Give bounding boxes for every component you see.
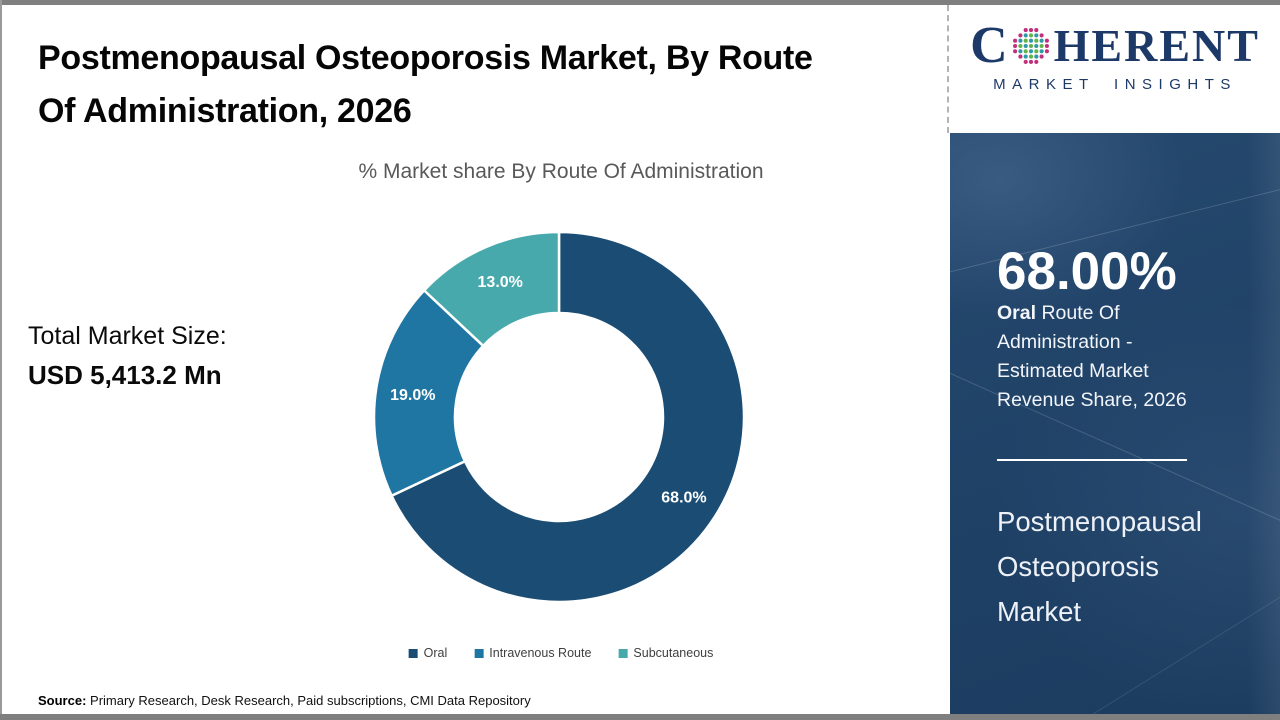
dashed-separator	[947, 5, 949, 133]
highlight-stat-value: 68.00%	[997, 242, 1177, 301]
highlight-stat-segment: Oral	[997, 302, 1037, 324]
total-market-size-label: Total Market Size:	[28, 322, 227, 350]
left-border-line	[0, 0, 2, 720]
source-note: Source: Primary Research, Desk Research,…	[38, 693, 531, 708]
globe-dot	[1017, 54, 1023, 59]
legend-marker	[474, 648, 484, 658]
globe-dot	[1012, 38, 1017, 43]
globe-dot	[1028, 28, 1033, 33]
page-title: Postmenopausal Osteoporosis Market, By R…	[38, 32, 938, 138]
globe-dot	[1012, 49, 1017, 54]
globe-dot	[1023, 33, 1028, 38]
globe-dot	[1023, 49, 1028, 54]
logo-tagline: MARKET INSIGHTS	[993, 76, 1237, 93]
globe-dot	[1023, 54, 1028, 59]
highlight-stat-description: Oral Route Of Administration - Estimated…	[997, 299, 1217, 415]
globe-dot	[1017, 33, 1023, 38]
globe-dot	[1028, 43, 1033, 49]
legend-label: Oral	[423, 646, 448, 660]
donut-chart: 68.0% 19.0% 13.0%	[372, 230, 746, 604]
globe-dot	[1044, 43, 1049, 49]
logo-letters-herent: HERENT	[1053, 20, 1260, 71]
legend-item-oral: Oral	[408, 646, 448, 660]
globe-dot	[1033, 33, 1038, 38]
globe-dot	[1033, 49, 1038, 54]
globe-dot	[1039, 43, 1044, 49]
coherent-wordmark: C HERENT	[950, 20, 1280, 72]
globe-dot	[1039, 49, 1044, 54]
globe-dot	[1023, 59, 1028, 64]
globe-dot	[1033, 54, 1038, 59]
globe-dot	[1033, 43, 1038, 49]
total-market-size: Total Market Size: USD 5,413.2 Mn	[28, 322, 227, 391]
globe-dot	[1044, 49, 1049, 54]
legend-label: Subcutaneous	[633, 646, 714, 660]
legend-marker	[618, 648, 628, 658]
globe-dot	[1023, 43, 1028, 49]
donut-segment-intravenous-route	[372, 288, 485, 498]
logo-letter-c: C	[970, 17, 1008, 74]
globe-dot	[1044, 38, 1049, 43]
globe-dot	[1039, 33, 1044, 38]
chart-title: % Market share By Route Of Administratio…	[358, 160, 764, 183]
globe-dot	[1028, 49, 1033, 54]
bottom-border-bar	[0, 714, 1280, 720]
page-title-line1: Postmenopausal Osteoporosis Market, By R…	[38, 39, 813, 77]
panel-report-title: Postmenopausal Osteoporosis Market	[997, 506, 1202, 627]
legend-marker	[408, 648, 418, 658]
globe-dot	[1028, 59, 1033, 64]
globe-dot	[1033, 38, 1038, 43]
donut-segment-oral	[389, 230, 746, 604]
globe-dot	[1023, 28, 1028, 33]
globe-dot	[1017, 49, 1023, 54]
legend-label: Intravenous Route	[489, 646, 592, 660]
globe-dot	[1028, 33, 1033, 38]
coherent-globe-icon	[1012, 28, 1049, 64]
legend-item-subcutaneous: Subcutaneous	[618, 646, 713, 660]
source-text: Primary Research, Desk Research, Paid su…	[86, 693, 531, 708]
globe-dot	[1039, 38, 1044, 43]
globe-dot	[1033, 28, 1038, 33]
total-market-size-value: USD 5,413.2 Mn	[28, 360, 222, 390]
chart-legend: Oral Intravenous Route Subcutaneous	[408, 646, 713, 660]
donut-value-label: 68.0%	[661, 489, 706, 506]
donut-value-label: 19.0%	[390, 387, 435, 404]
donut-value-label: 13.0%	[478, 274, 523, 291]
source-label: Source:	[38, 693, 87, 708]
coherent-logo: C HERENT MARKET INSIGHTS	[950, 20, 1280, 94]
top-border-bar	[0, 0, 1280, 5]
highlight-stat-rest: Route Of Administration - Estimated Mark…	[997, 302, 1187, 411]
globe-dot	[1033, 59, 1038, 64]
panel-divider-line	[997, 459, 1187, 461]
globe-dot	[1017, 43, 1023, 49]
globe-dot	[1028, 54, 1033, 59]
globe-dot	[1028, 38, 1033, 43]
right-panel: 68.00% Oral Route Of Administration - Es…	[950, 133, 1280, 714]
globe-dot	[1039, 54, 1044, 59]
globe-dot	[1017, 38, 1023, 43]
donut-segment-subcutaneous	[422, 230, 561, 348]
globe-dot	[1023, 38, 1028, 43]
legend-item-intravenous-route: Intravenous Route	[474, 646, 591, 660]
globe-dot	[1012, 43, 1017, 49]
page-title-line2: Of Administration, 2026	[38, 92, 412, 130]
